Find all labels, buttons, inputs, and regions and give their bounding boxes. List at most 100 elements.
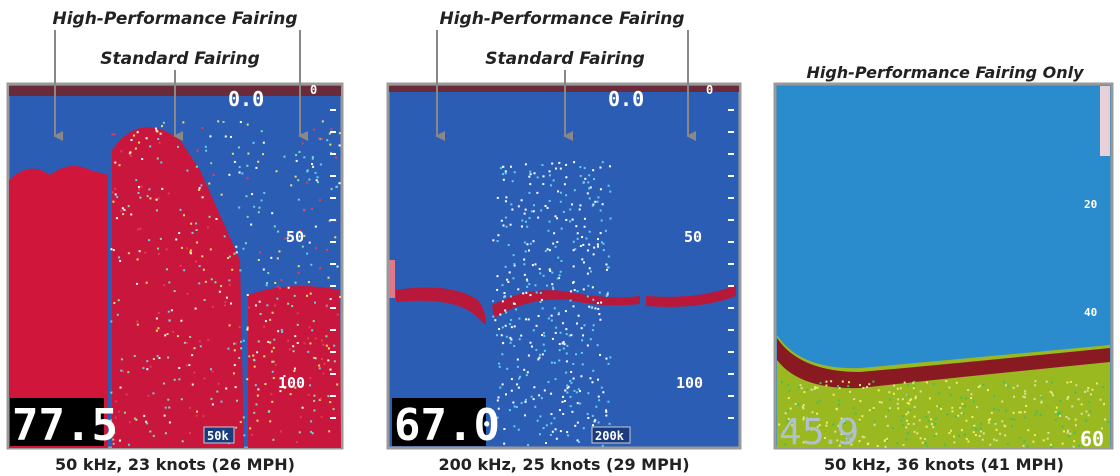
speckle: [195, 222, 198, 225]
speckle: [935, 417, 938, 420]
speckle: [887, 409, 890, 412]
speckle: [232, 372, 235, 375]
speckle: [602, 391, 605, 394]
speckle: [523, 368, 526, 371]
speckle: [311, 163, 314, 166]
speckle: [298, 384, 301, 387]
speckle: [532, 204, 535, 207]
speckle: [913, 405, 916, 408]
speckle: [334, 220, 337, 223]
speckle: [846, 436, 849, 439]
speckle: [908, 399, 911, 402]
speckle: [274, 281, 277, 284]
speckle: [529, 341, 532, 344]
speckle: [529, 294, 532, 297]
speckle: [318, 398, 321, 401]
speckle: [1083, 439, 1086, 442]
speckle: [799, 384, 802, 387]
speckle: [158, 141, 161, 144]
speckle: [951, 410, 954, 413]
speckle: [600, 241, 603, 244]
speckle: [560, 259, 563, 262]
speckle: [962, 412, 965, 415]
speckle: [543, 334, 546, 337]
speckle: [901, 415, 904, 418]
speckle: [562, 322, 565, 325]
speckle: [523, 241, 526, 244]
speckle: [327, 395, 330, 398]
speckle: [554, 428, 557, 431]
speckle: [609, 190, 612, 193]
speckle: [843, 421, 846, 424]
speckle: [313, 128, 316, 131]
speckle: [606, 291, 609, 294]
speckle: [138, 250, 141, 253]
speckle: [215, 217, 218, 220]
speckle: [137, 185, 140, 188]
speckle: [127, 205, 130, 208]
speckle: [264, 320, 267, 323]
speckle: [257, 160, 260, 163]
speckle: [540, 209, 543, 212]
speckle: [307, 350, 310, 353]
speckle: [273, 225, 276, 228]
speckle: [519, 375, 522, 378]
speckle: [531, 264, 534, 267]
speckle: [565, 371, 568, 374]
speckle: [979, 427, 982, 430]
speckle: [328, 219, 331, 222]
speckle: [605, 414, 608, 417]
freq-box: [203, 426, 235, 444]
speckle: [556, 241, 559, 244]
speckle: [121, 207, 124, 210]
speckle: [565, 360, 568, 363]
speckle: [599, 166, 602, 169]
speckle: [919, 437, 922, 440]
speckle: [185, 364, 188, 367]
speckle: [906, 401, 909, 404]
speckle: [538, 394, 541, 397]
speckle: [835, 407, 838, 410]
scale-label: 0: [706, 83, 713, 97]
speckle: [220, 400, 223, 403]
speckle: [496, 399, 499, 402]
speckle: [303, 209, 306, 212]
speckle: [158, 357, 161, 360]
speckle: [1022, 444, 1025, 447]
scale-label: 100: [676, 374, 703, 392]
speckle: [270, 350, 273, 353]
speckle: [231, 268, 234, 271]
echo: [492, 290, 640, 318]
speckle: [320, 357, 323, 360]
speckle: [338, 182, 341, 185]
speckle: [501, 300, 504, 303]
speckle: [168, 421, 171, 424]
speckle: [999, 432, 1002, 435]
speckle: [1089, 410, 1092, 413]
speckle: [524, 400, 527, 403]
speckle: [500, 219, 503, 222]
speckle: [180, 398, 183, 401]
speckle: [572, 305, 575, 308]
speckle: [246, 293, 249, 296]
speckle: [256, 394, 259, 397]
speckle: [308, 241, 311, 244]
speckle: [816, 386, 819, 389]
speckle: [528, 217, 531, 220]
speckle: [301, 142, 304, 145]
speckle: [307, 281, 310, 284]
speckle: [314, 225, 317, 228]
speckle: [949, 429, 952, 432]
speckle: [544, 250, 547, 253]
speckle: [498, 365, 501, 368]
speckle: [814, 386, 817, 389]
speckle: [148, 239, 151, 242]
speckle: [524, 414, 527, 417]
speckle: [499, 386, 502, 389]
speckle: [130, 139, 133, 142]
speckle: [516, 358, 519, 361]
speckle: [503, 296, 506, 299]
speckle: [167, 192, 170, 195]
speckle: [1059, 415, 1062, 418]
speckle: [228, 173, 231, 176]
